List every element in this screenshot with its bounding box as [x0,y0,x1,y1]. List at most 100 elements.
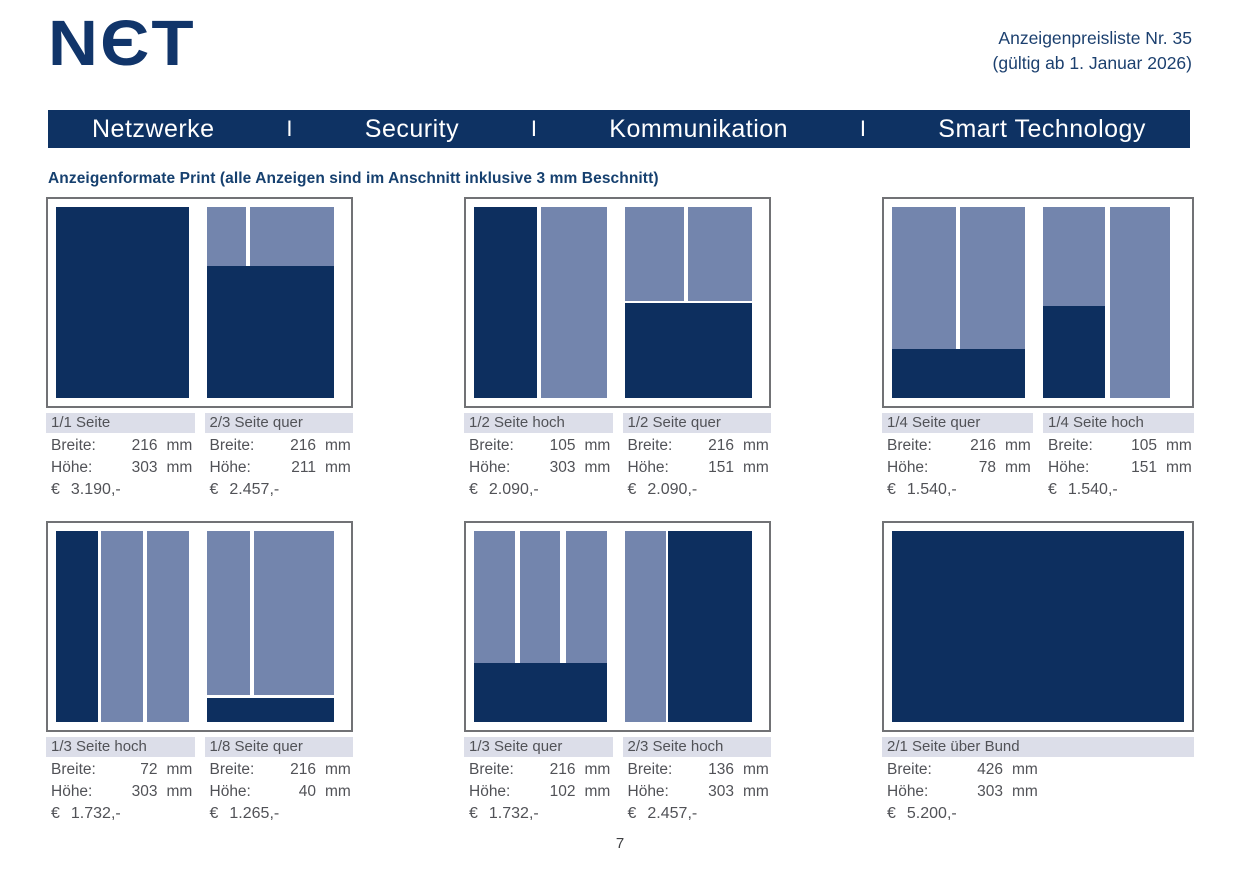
euro-sign: € [209,805,219,822]
height-row: Höhe: 151 mm [627,459,769,476]
height-value: 40 [298,783,316,800]
price-row: €1.265,- [205,805,354,823]
grid-row-2: 1/3 Seite hoch Breite: 72 mm Höhe: 303 mm €1… [46,521,1194,823]
diagram-box [882,521,1194,732]
banner-item-smart-technology: Smart Technology [938,114,1146,143]
formats-grid: 1/1 Seite Breite: 216 mm Höhe: 303 mm €3.190… [46,197,1194,823]
price-row: €2.090,- [623,481,772,499]
width-value: 105 [1131,437,1157,454]
diagram-box [882,197,1194,408]
price-value: 2.090,- [488,481,539,498]
price-value: 1.540,- [1067,481,1118,498]
height-row: Höhe: 303 mm [51,783,193,800]
price-value: 2.457,- [229,481,280,498]
diagram-1-2-seite-hoch [474,207,607,398]
net-logo: NЄT [48,7,196,79]
width-row: Breite: 216 mm [51,437,193,454]
price-row: €1.540,- [1043,481,1194,499]
diagram-1-1-seite [56,207,189,398]
masthead: Anzeigenpreisliste Nr. 35 (gültig ab 1. … [993,26,1192,76]
price-value: 1.732,- [488,805,539,822]
format-entry: 1/2 Seite hoch Breite: 105 mm Höhe: 303 mm €… [464,413,613,499]
width-row: Breite: 72 mm [51,761,193,778]
width-row: Breite: 216 mm [209,437,351,454]
format-labels: 1/3 Seite hoch Breite: 72 mm Höhe: 303 mm €1… [46,737,353,823]
ad-area [667,531,752,722]
format-entry: 2/1 Seite über Bund Breite: 426 mm Höhe: 30… [882,737,1194,823]
width-row: Breite: 216 mm [887,437,1031,454]
height-row: Höhe: 211 mm [209,459,351,476]
page-header: NЄT Anzeigenpreisliste Nr. 35 (gültig ab… [0,0,1240,96]
price-row: €1.732,- [464,805,613,823]
editorial-column [147,531,189,722]
editorial-column [565,531,607,663]
banner-item-netzwerke: Netzwerke [92,114,215,143]
format-entry: 1/1 Seite Breite: 216 mm Höhe: 303 mm €3.190… [46,413,195,499]
euro-sign: € [51,481,60,498]
format-entry: 1/8 Seite quer Breite: 216 mm Höhe: 40 mm €1… [204,737,354,823]
diagram-1-8-seite-quer [207,531,334,722]
euro-sign: € [469,481,478,498]
width-row: Breite: 216 mm [627,437,769,454]
price-row: €2.090,- [464,481,613,499]
format-entry: 1/3 Seite hoch Breite: 72 mm Höhe: 303 mm €1… [46,737,195,823]
ad-area [892,531,1184,722]
euro-sign: € [209,481,219,498]
width-row: Breite: 136 mm [627,761,769,778]
price-row: €5.200,- [882,805,1040,823]
euro-sign: € [887,481,896,498]
section-heading: Anzeigenformate Print (alle Anzeigen sin… [48,170,659,187]
height-row: Höhe: 303 mm [887,783,1038,800]
diagram-2-3-seite-quer [207,207,334,398]
editorial-column [625,531,666,722]
height-value: 78 [978,459,996,476]
format-name: 1/4 Seite quer [882,413,1033,433]
format-entry: 2/3 Seite quer Breite: 216 mm Höhe: 211 mm €… [204,413,353,499]
format-name: 2/1 Seite über Bund [882,737,1194,757]
format-name: 2/3 Seite quer [204,413,353,433]
format-name: 1/3 Seite quer [464,737,613,757]
panel-1-2-seite: 1/2 Seite hoch Breite: 105 mm Höhe: 303 mm €… [464,197,771,499]
ad-area [56,207,189,398]
euro-sign: € [627,481,637,498]
editorial-column [1043,207,1105,307]
diagram-1-4-seite-quer [892,207,1025,398]
height-row: Höhe: 303 mm [627,783,769,800]
topics-banner: Netzwerke I Security I Kommunikation I S… [48,110,1190,148]
price-value: 2.090,- [647,481,698,498]
width-row: Breite: 105 mm [1048,437,1192,454]
price-value: 1.265,- [229,805,280,822]
width-value: 426 [977,761,1003,778]
width-row: Breite: 216 mm [469,761,611,778]
price-row: €1.732,- [46,805,195,823]
height-value: 303 [708,783,734,800]
ad-area [1043,306,1105,398]
euro-sign: € [627,805,637,822]
editorial-column [959,207,1025,350]
format-labels: 1/1 Seite Breite: 216 mm Höhe: 303 mm €3.190… [46,413,353,499]
width-value: 216 [290,761,316,778]
format-entry: 1/3 Seite quer Breite: 216 mm Höhe: 102 mm €… [464,737,613,823]
height-value: 303 [549,459,576,476]
width-value: 72 [140,761,158,778]
ad-area [474,207,538,398]
format-labels: 1/3 Seite quer Breite: 216 mm Höhe: 102 mm €… [464,737,771,823]
price-value: 3.190,- [70,481,121,498]
editorial-column [253,531,334,696]
format-entry: 2/3 Seite hoch Breite: 136 mm Höhe: 303 mm €… [622,737,771,823]
height-row: Höhe: 78 mm [887,459,1031,476]
euro-sign: € [887,805,896,822]
format-name: 1/4 Seite hoch [1043,413,1194,433]
banner-item-kommunikation: Kommunikation [609,114,789,143]
panel-1-3-1-8-seite: 1/3 Seite hoch Breite: 72 mm Höhe: 303 mm €1… [46,521,353,823]
height-value: 211 [291,459,316,476]
editorial-column [101,531,144,722]
diagram-box [46,197,353,408]
format-name: 1/2 Seite quer [622,413,771,433]
width-row: Breite: 216 mm [209,761,351,778]
editorial-column [519,531,561,663]
banner-separator: I [286,116,293,141]
editorial-column [892,207,956,350]
price-value: 1.732,- [70,805,121,822]
